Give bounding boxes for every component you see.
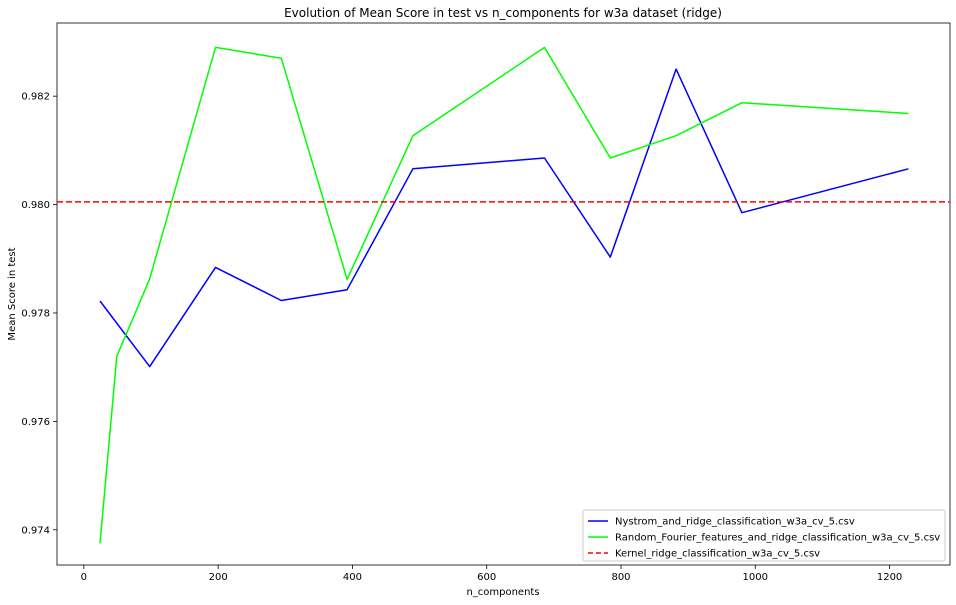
plot-area xyxy=(56,22,951,566)
x-axis-label: n_components xyxy=(466,587,539,598)
y-tick-label: 0.982 xyxy=(21,92,50,103)
chart-title: Evolution of Mean Score in test vs n_com… xyxy=(284,6,722,20)
y-axis-label: Mean Score in test xyxy=(7,247,18,340)
y-axis: 0.974 0.976 0.978 0.980 0.982 xyxy=(21,92,57,536)
x-tick-label: 800 xyxy=(611,572,630,583)
legend-box xyxy=(582,509,946,562)
y-tick-label: 0.978 xyxy=(21,308,50,319)
x-tick-label: 1000 xyxy=(743,572,768,583)
y-tick-label: 0.974 xyxy=(21,525,50,536)
series-line-2 xyxy=(99,46,909,544)
legend-label: Nystrom_and_ridge_classification_w3a_cv_… xyxy=(615,517,855,528)
x-tick-label: 200 xyxy=(209,572,228,583)
x-tick-label: 1200 xyxy=(877,572,902,583)
y-tick-label: 0.980 xyxy=(21,200,50,211)
x-tick-label: 0 xyxy=(81,572,87,583)
legend-label: Random_Fourier_features_and_ridge_classi… xyxy=(615,533,940,544)
series-line-1 xyxy=(99,68,909,368)
plot-lines xyxy=(57,46,950,544)
x-tick-label: 400 xyxy=(343,572,362,583)
x-tick-label: 600 xyxy=(477,572,496,583)
y-tick-label: 0.976 xyxy=(21,417,50,428)
legend: Nystrom_and_ridge_classification_w3a_cv_… xyxy=(582,509,946,562)
x-axis: 0 200 400 600 800 1000 1200 xyxy=(81,565,902,583)
legend-label: Kernel_ridge_classification_w3a_cv_5.csv xyxy=(615,549,820,560)
